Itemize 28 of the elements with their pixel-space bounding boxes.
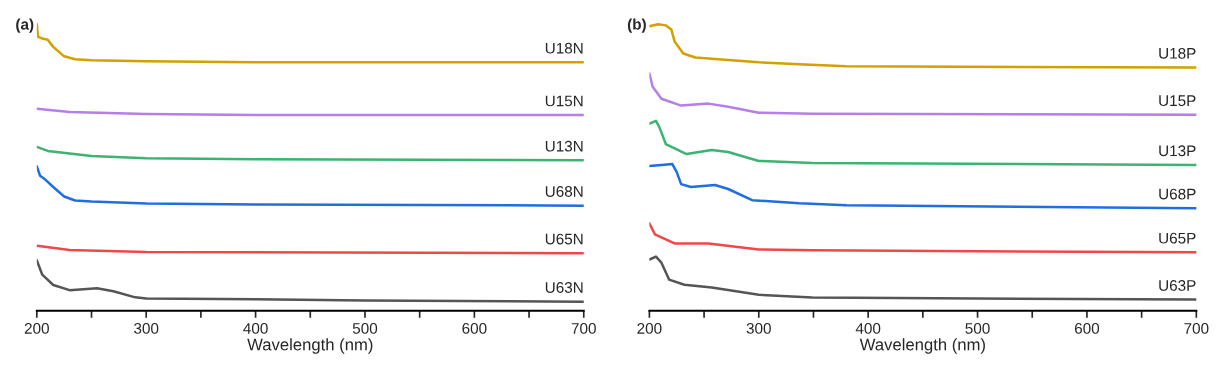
chart-title: (a) xyxy=(16,18,34,33)
series-label: U65N xyxy=(545,233,583,245)
series-label: U63N xyxy=(545,282,583,293)
series-label: U65P xyxy=(1159,232,1196,244)
series-label: U15P xyxy=(1159,95,1196,107)
x-tick-label: 600 xyxy=(462,323,487,334)
x-tick-label: 300 xyxy=(134,323,159,334)
x-tick-label: 200 xyxy=(637,323,662,334)
series-label: U68N xyxy=(545,186,583,197)
series-label: U63P xyxy=(1159,280,1196,291)
x-axis-title: Wavelength (nm) xyxy=(859,338,985,354)
x-tick-label: 300 xyxy=(746,323,771,334)
series-label: U15N xyxy=(545,95,583,107)
x-axis-title: Wavelength (nm) xyxy=(247,338,373,354)
series-label: U18P xyxy=(1159,47,1196,59)
x-tick-label: 400 xyxy=(855,323,881,334)
series-label: U68P xyxy=(1159,188,1196,200)
chart-title: (b) xyxy=(627,18,646,33)
x-tick-label: 700 xyxy=(1184,323,1209,334)
x-tick-label: 500 xyxy=(965,323,990,334)
x-tick-label: 700 xyxy=(571,323,596,334)
x-tick-label: 500 xyxy=(352,323,378,334)
series-label: U18N xyxy=(545,42,583,54)
x-tick-label: 200 xyxy=(24,323,49,334)
series-label: U13N xyxy=(545,140,583,152)
series-label: U13P xyxy=(1159,145,1196,157)
x-tick-label: 400 xyxy=(243,323,268,334)
x-tick-label: 600 xyxy=(1074,323,1100,334)
